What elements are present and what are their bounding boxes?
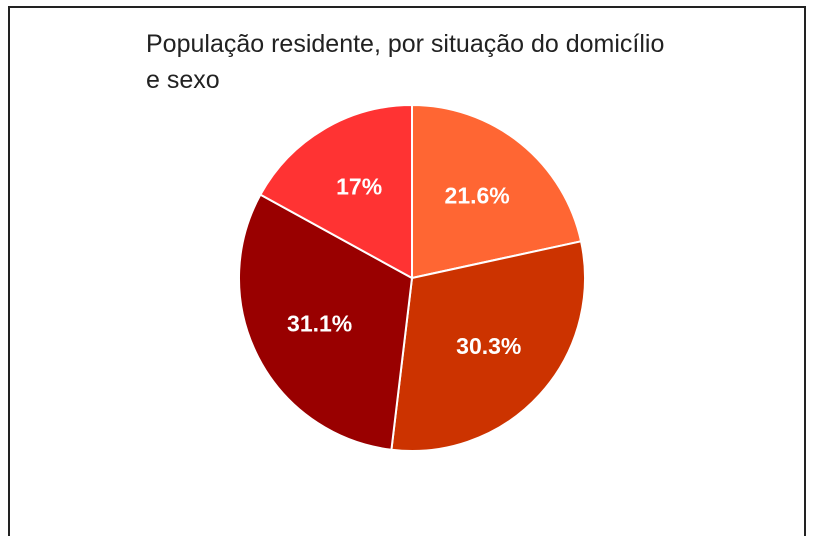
data-label: 31.1%	[287, 310, 352, 336]
pie-slice	[411, 103, 583, 280]
pie-slice	[238, 193, 414, 451]
data-label: 21.6%	[445, 182, 510, 208]
data-label: 17%	[336, 174, 382, 200]
pie-slice	[259, 103, 413, 280]
pie-slice	[390, 240, 586, 452]
chart-title: População residente, por situação do dom…	[146, 30, 665, 94]
data-label: 30.3%	[456, 333, 521, 359]
chart-frame	[8, 6, 806, 536]
